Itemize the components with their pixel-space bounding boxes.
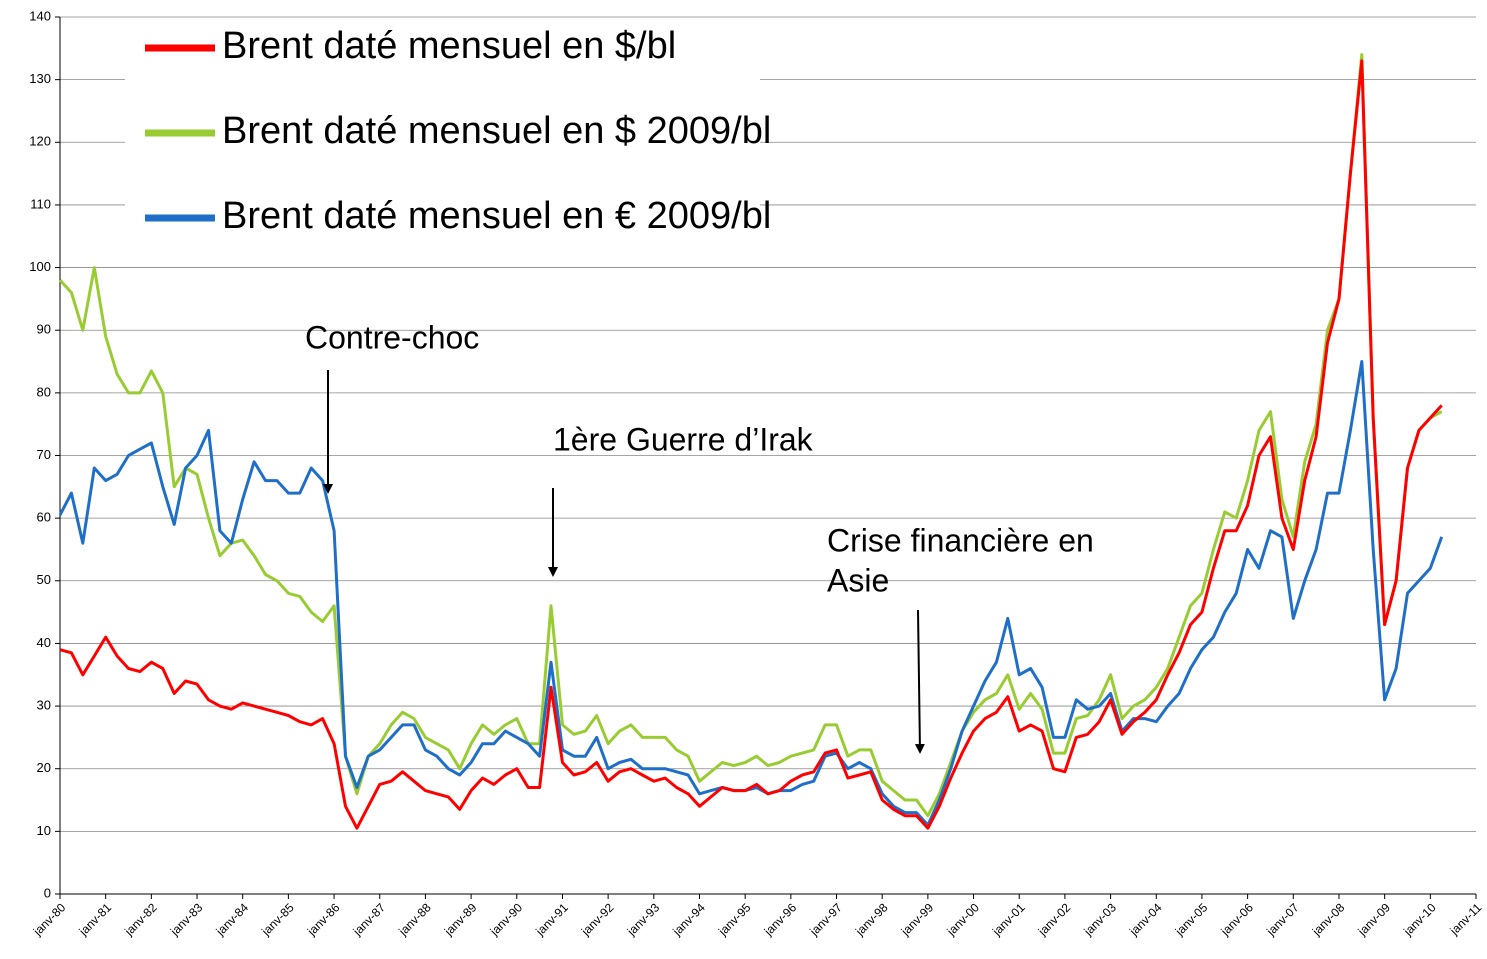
x-tick-label: janv-98 <box>852 900 891 939</box>
x-tick-label: janv-04 <box>1126 900 1165 939</box>
x-tick-label: janv-91 <box>532 900 571 939</box>
x-tick-label: janv-95 <box>715 900 754 939</box>
x-tick-label: janv-89 <box>441 900 480 939</box>
x-tick-label: janv-08 <box>1309 900 1348 939</box>
y-tick-label: 100 <box>29 259 51 274</box>
x-tick-label: janv-00 <box>943 900 982 939</box>
x-tick-label: janv-99 <box>898 900 937 939</box>
x-tick-label: janv-87 <box>350 900 389 939</box>
x-tick-label: janv-90 <box>487 900 526 939</box>
annotation: Crise financière en <box>827 522 1094 558</box>
y-tick-label: 40 <box>37 635 51 650</box>
x-tick-label: janv-05 <box>1172 900 1211 939</box>
x-tick-label: janv-92 <box>578 900 617 939</box>
y-tick-label: 140 <box>29 8 51 23</box>
x-tick-label: janv-83 <box>167 900 206 939</box>
legend-label: Brent daté mensuel en $ 2009/bl <box>222 110 771 152</box>
x-tick-label: janv-10 <box>1400 900 1439 939</box>
x-tick-label: janv-88 <box>395 900 434 939</box>
y-tick-label: 80 <box>37 384 51 399</box>
annotation-arrow <box>914 609 925 754</box>
y-tick-label: 0 <box>44 885 51 900</box>
x-tick-label: janv-82 <box>121 900 160 939</box>
x-tick-label: janv-07 <box>1263 900 1302 939</box>
y-tick-label: 30 <box>37 698 51 713</box>
y-tick-label: 90 <box>37 322 51 337</box>
annotation: Contre-choc <box>305 319 479 355</box>
y-tick-label: 120 <box>29 134 51 149</box>
series-line <box>58 53 1443 818</box>
series-line <box>59 59 1443 830</box>
x-tick-label: janv-94 <box>669 900 708 939</box>
x-tick-label: janv-06 <box>1218 900 1257 939</box>
legend-label: Brent daté mensuel en € 2009/bl <box>222 195 771 237</box>
y-tick-label: 110 <box>30 196 51 211</box>
x-tick-label: janv-02 <box>1035 900 1074 939</box>
y-tick-label: 50 <box>37 572 51 587</box>
x-tick-label: janv-01 <box>989 900 1028 939</box>
x-tick-label: janv-11 <box>1447 900 1485 938</box>
x-tick-label: janv-80 <box>30 900 69 939</box>
y-tick-label: 60 <box>37 510 51 525</box>
x-tick-label: janv-93 <box>624 900 663 939</box>
annotation: 1ère Guerre d’Irak <box>553 421 814 457</box>
x-tick-label: janv-09 <box>1355 900 1394 939</box>
x-tick-label: janv-84 <box>213 900 252 939</box>
y-tick-label: 130 <box>29 71 51 86</box>
x-tick-label: janv-85 <box>258 900 297 939</box>
legend-label: Brent daté mensuel en $/bl <box>222 25 676 67</box>
y-tick-label: 70 <box>37 447 51 462</box>
x-tick-label: janv-03 <box>1081 900 1120 939</box>
legend-box <box>125 22 760 250</box>
x-tick-label: janv-97 <box>806 900 845 939</box>
annotation: Asie <box>827 562 889 598</box>
x-tick-label: janv-81 <box>76 900 115 939</box>
x-tick-label: janv-96 <box>761 900 800 939</box>
x-tick-label: janv-86 <box>304 900 343 939</box>
y-tick-label: 20 <box>37 760 51 775</box>
y-tick-label: 10 <box>37 823 51 838</box>
